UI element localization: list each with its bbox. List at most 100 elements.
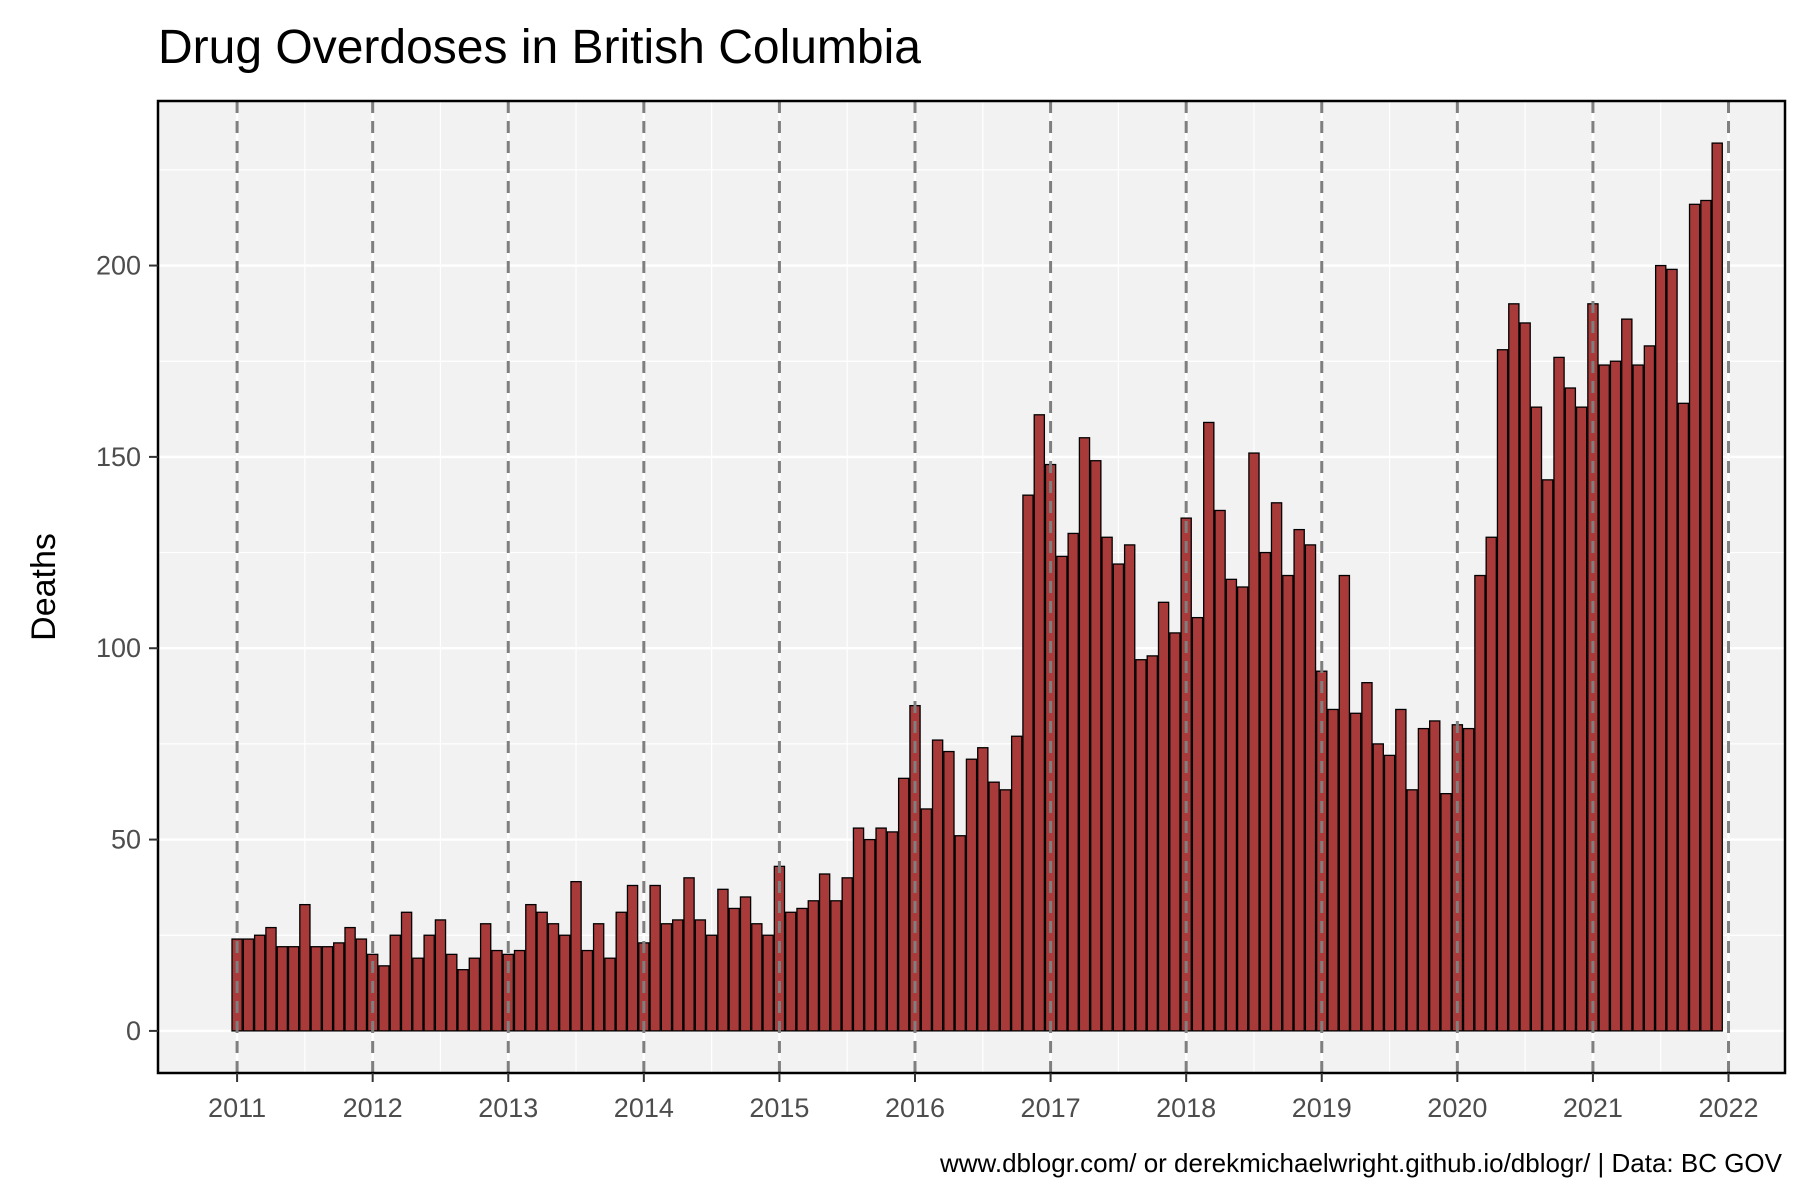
bar bbox=[1135, 659, 1147, 1032]
bar bbox=[897, 777, 910, 1032]
bar bbox=[434, 919, 447, 1032]
bar bbox=[649, 884, 661, 1032]
bar bbox=[355, 938, 368, 1032]
bar bbox=[1361, 682, 1373, 1032]
bar bbox=[1406, 789, 1418, 1032]
bar bbox=[1496, 349, 1509, 1032]
y-tick-label: 50 bbox=[111, 825, 141, 855]
bar bbox=[886, 831, 899, 1032]
x-tick-label: 2019 bbox=[1292, 1093, 1352, 1123]
bar bbox=[739, 896, 752, 1032]
x-tick-label: 2015 bbox=[749, 1093, 809, 1123]
bar bbox=[1293, 528, 1305, 1032]
bar bbox=[1338, 574, 1351, 1032]
y-tick-label: 200 bbox=[96, 251, 141, 281]
bar bbox=[412, 957, 424, 1032]
bars bbox=[231, 142, 1723, 1032]
bar bbox=[1530, 406, 1543, 1032]
bar bbox=[1327, 708, 1339, 1032]
bar bbox=[1666, 268, 1678, 1032]
bar bbox=[920, 808, 933, 1032]
bar bbox=[751, 923, 763, 1032]
bar bbox=[1180, 517, 1192, 1032]
bar bbox=[525, 903, 537, 1032]
y-tick-label: 150 bbox=[96, 442, 141, 472]
bar bbox=[468, 957, 481, 1032]
bar bbox=[1056, 555, 1068, 1032]
bar bbox=[999, 789, 1012, 1032]
bar bbox=[1575, 406, 1588, 1032]
bar bbox=[1508, 303, 1520, 1032]
bar bbox=[1236, 586, 1249, 1032]
bar bbox=[931, 739, 944, 1032]
bar bbox=[1010, 735, 1023, 1032]
bar bbox=[1700, 199, 1712, 1032]
bar bbox=[965, 758, 978, 1032]
bar bbox=[536, 911, 548, 1032]
bar bbox=[784, 911, 797, 1032]
bar bbox=[875, 827, 887, 1032]
bar bbox=[728, 907, 740, 1032]
bar bbox=[423, 934, 435, 1032]
bar bbox=[1417, 727, 1430, 1032]
bar bbox=[1688, 203, 1701, 1032]
bar bbox=[1033, 414, 1046, 1032]
bar bbox=[491, 949, 503, 1032]
bar bbox=[1090, 460, 1102, 1032]
bar bbox=[1259, 551, 1271, 1032]
bar bbox=[1248, 452, 1260, 1032]
bar bbox=[717, 888, 729, 1032]
bar bbox=[818, 873, 831, 1032]
bar bbox=[841, 877, 853, 1032]
bar bbox=[1304, 544, 1317, 1032]
bar bbox=[1485, 536, 1497, 1032]
bar bbox=[321, 946, 334, 1032]
bar bbox=[457, 969, 469, 1032]
bar bbox=[400, 911, 413, 1032]
bar bbox=[1564, 387, 1577, 1032]
bar bbox=[1519, 322, 1531, 1032]
bar bbox=[333, 942, 345, 1032]
bar bbox=[1022, 494, 1034, 1032]
bar bbox=[446, 953, 458, 1032]
bar bbox=[253, 934, 266, 1032]
bar bbox=[1349, 712, 1362, 1032]
bar bbox=[1541, 479, 1554, 1032]
bar bbox=[1429, 720, 1441, 1032]
bar bbox=[694, 919, 707, 1032]
chart-caption: www.dblogr.com/ or derekmichaelwright.gi… bbox=[939, 1148, 1783, 1178]
bar bbox=[1067, 532, 1079, 1032]
bar bbox=[807, 900, 820, 1032]
bar bbox=[389, 934, 402, 1032]
bar bbox=[1632, 364, 1644, 1032]
bar bbox=[943, 750, 955, 1032]
x-tick-label: 2020 bbox=[1427, 1093, 1487, 1123]
bar bbox=[705, 934, 718, 1032]
bar bbox=[1101, 536, 1113, 1032]
bar bbox=[1383, 754, 1396, 1032]
bar bbox=[547, 923, 560, 1032]
x-tick-label: 2012 bbox=[343, 1093, 403, 1123]
x-axis: 2011 2012 2013 2014 2015 2016 2017 2018 2019 2020… bbox=[208, 1073, 1759, 1123]
bar bbox=[276, 946, 289, 1032]
bar bbox=[242, 938, 255, 1032]
x-tick-label: 2017 bbox=[1021, 1093, 1081, 1123]
plot-border bbox=[156, 99, 1787, 1075]
bar bbox=[479, 923, 492, 1032]
bar bbox=[1157, 601, 1170, 1032]
y-tick-label: 100 bbox=[96, 633, 141, 663]
bar bbox=[1440, 792, 1452, 1032]
bar bbox=[344, 926, 356, 1032]
bar bbox=[1553, 356, 1565, 1032]
bar bbox=[1225, 578, 1238, 1032]
bar bbox=[513, 949, 526, 1032]
x-tick-label: 2021 bbox=[1563, 1093, 1623, 1123]
bar bbox=[954, 835, 966, 1032]
bar bbox=[1654, 264, 1667, 1032]
bar bbox=[1214, 509, 1226, 1032]
bar bbox=[672, 919, 684, 1032]
bar bbox=[864, 838, 876, 1032]
x-tick-label: 2013 bbox=[478, 1093, 538, 1123]
bar bbox=[299, 903, 311, 1032]
bar bbox=[1191, 616, 1204, 1032]
